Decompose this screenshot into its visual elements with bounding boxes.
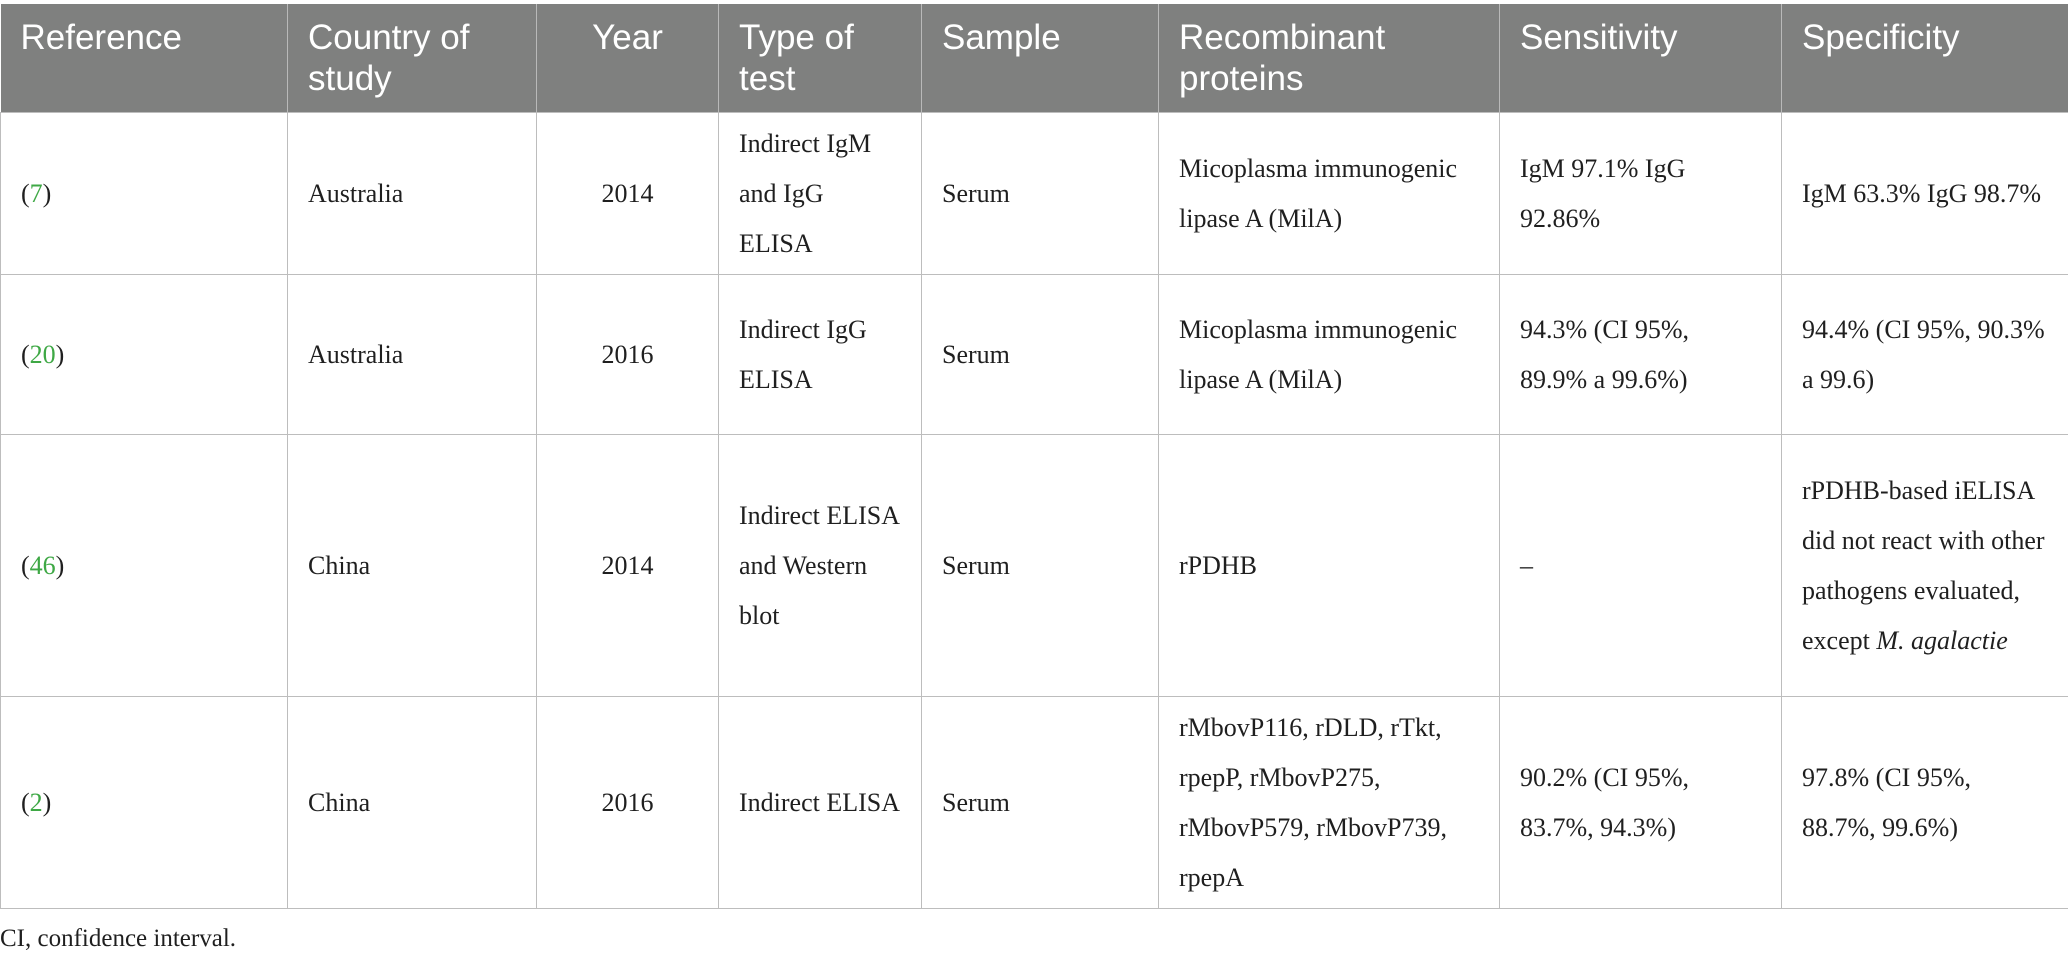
table-row: (20) Australia 2016 Indirect IgG ELISA S… <box>0 274 2068 435</box>
reference-cell: (46) <box>0 434 288 697</box>
reference-cell: (2) <box>0 696 288 909</box>
header-reference: Reference <box>0 4 288 113</box>
sensitivity-cell: – <box>1499 434 1782 697</box>
header-sample: Sample <box>921 4 1159 113</box>
sample-cell: Serum <box>921 696 1159 909</box>
specificity-cell: 97.8% (CI 95%, 88.7%, 99.6%) <box>1781 696 2068 909</box>
country-cell: China <box>287 696 537 909</box>
reference-link[interactable]: 20 <box>29 339 56 369</box>
reference-cell: (20) <box>0 274 288 435</box>
table-row: (46) China 2014 Indirect ELISA and Weste… <box>0 434 2068 697</box>
year-cell: 2016 <box>536 274 719 435</box>
species-name: M. agalactie <box>1876 625 2008 655</box>
year-cell: 2016 <box>536 696 719 909</box>
proteins-cell: rMbovP116, rDLD, rTkt, rpepP, rMbovP275,… <box>1158 696 1500 909</box>
specificity-cell: 94.4% (CI 95%, 90.3% a 99.6) <box>1781 274 2068 435</box>
header-country: Country of study <box>287 4 537 113</box>
data-table: Reference Country of study Year Type of … <box>0 4 2068 909</box>
country-cell: China <box>287 434 537 697</box>
sample-cell: Serum <box>921 434 1159 697</box>
reference-cell: (7) <box>0 112 288 275</box>
proteins-cell: rPDHB <box>1158 434 1500 697</box>
proteins-cell: Micoplasma immunogenic lipase A (MilA) <box>1158 274 1500 435</box>
type-cell: Indirect IgM and IgG ELISA <box>718 112 922 275</box>
proteins-cell: Micoplasma immunogenic lipase A (MilA) <box>1158 112 1500 275</box>
sample-cell: Serum <box>921 112 1159 275</box>
year-cell: 2014 <box>536 434 719 697</box>
sensitivity-cell: IgM 97.1% IgG 92.86% <box>1499 112 1782 275</box>
country-cell: Australia <box>287 274 537 435</box>
specificity-cell: IgM 63.3% IgG 98.7% <box>1781 112 2068 275</box>
header-type: Type of test <box>718 4 922 113</box>
table-row: (2) China 2016 Indirect ELISA Serum rMbo… <box>0 696 2068 909</box>
specificity-cell: rPDHB-based iELISA did not react with ot… <box>1781 434 2068 697</box>
header-row: Reference Country of study Year Type of … <box>0 4 2068 113</box>
type-cell: Indirect ELISA <box>718 696 922 909</box>
header-year: Year <box>536 4 719 113</box>
specificity-text: rPDHB-based iELISA did not react with ot… <box>1802 475 2045 655</box>
header-proteins: Recombinant proteins <box>1158 4 1500 113</box>
type-cell: Indirect ELISA and Western blot <box>718 434 922 697</box>
country-cell: Australia <box>287 112 537 275</box>
table-row: (7) Australia 2014 Indirect IgM and IgG … <box>0 112 2068 275</box>
header-sensitivity: Sensitivity <box>1499 4 1782 113</box>
year-cell: 2014 <box>536 112 719 275</box>
sensitivity-cell: 94.3% (CI 95%, 89.9% a 99.6%) <box>1499 274 1782 435</box>
sensitivity-cell: 90.2% (CI 95%, 83.7%, 94.3%) <box>1499 696 1782 909</box>
type-cell: Indirect IgG ELISA <box>718 274 922 435</box>
reference-link[interactable]: 2 <box>29 787 43 817</box>
reference-link[interactable]: 46 <box>29 550 56 580</box>
header-specificity: Specificity <box>1781 4 2068 113</box>
table-footnote: CI, confidence interval. <box>0 925 237 952</box>
reference-link[interactable]: 7 <box>29 178 43 208</box>
sample-cell: Serum <box>921 274 1159 435</box>
